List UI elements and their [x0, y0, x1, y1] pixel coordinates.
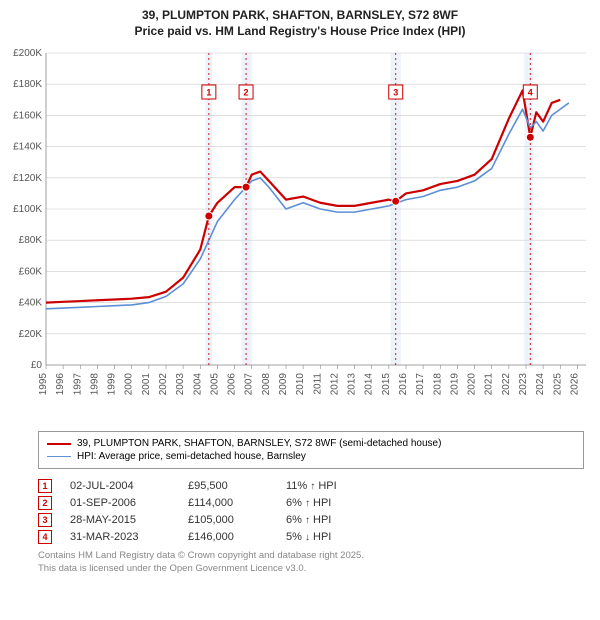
sales-marker-box: 2: [38, 496, 52, 510]
sales-table: 1 02-JUL-2004 £95,500 11% ↑ HPI 2 01-SEP-2006…: [38, 479, 584, 544]
legend-label: HPI: Average price, semi-detached house,…: [77, 451, 306, 462]
svg-text:2002: 2002: [158, 373, 169, 396]
title-line1: 39, PLUMPTON PARK, SHAFTON, BARNSLEY, S7…: [8, 8, 592, 24]
svg-text:1997: 1997: [72, 373, 83, 396]
sales-price: £114,000: [188, 497, 268, 509]
svg-text:2015: 2015: [381, 373, 392, 396]
svg-text:2005: 2005: [209, 373, 220, 396]
legend-swatch: [47, 443, 71, 445]
svg-text:2: 2: [244, 88, 249, 98]
svg-text:2013: 2013: [347, 373, 358, 396]
svg-text:2008: 2008: [261, 373, 272, 396]
sales-date: 31-MAR-2023: [70, 531, 170, 543]
svg-text:1996: 1996: [55, 373, 66, 396]
svg-text:2012: 2012: [329, 373, 340, 396]
svg-text:2025: 2025: [552, 373, 563, 396]
svg-text:2004: 2004: [192, 373, 203, 396]
sales-marker-box: 4: [38, 530, 52, 544]
svg-text:2022: 2022: [501, 373, 512, 396]
svg-text:2019: 2019: [449, 373, 460, 396]
svg-text:2017: 2017: [415, 373, 426, 396]
chart-title: 39, PLUMPTON PARK, SHAFTON, BARNSLEY, S7…: [8, 8, 592, 39]
legend-swatch: [47, 456, 71, 457]
svg-text:1995: 1995: [38, 373, 49, 396]
sales-date: 02-JUL-2004: [70, 480, 170, 492]
sales-diff: 5% ↓ HPI: [286, 531, 366, 543]
sales-row: 2 01-SEP-2006 £114,000 6% ↑ HPI: [38, 496, 584, 510]
svg-text:2018: 2018: [432, 373, 443, 396]
sales-date: 28-MAY-2015: [70, 514, 170, 526]
line-chart-svg: £0 £20K £40K £60K £80K £100K £120K £140K £160K £1…: [8, 45, 592, 425]
svg-text:£20K: £20K: [19, 329, 43, 340]
svg-text:£180K: £180K: [13, 79, 42, 90]
svg-text:£60K: £60K: [19, 267, 43, 278]
svg-text:£200K: £200K: [13, 48, 42, 59]
title-line2: Price paid vs. HM Land Registry's House …: [8, 24, 592, 40]
footer-line1: Contains HM Land Registry data © Crown c…: [38, 550, 584, 562]
svg-text:2020: 2020: [467, 373, 478, 396]
svg-text:2021: 2021: [484, 373, 495, 396]
svg-text:2001: 2001: [141, 373, 152, 396]
sales-marker-box: 1: [38, 479, 52, 493]
chart-area: £0 £20K £40K £60K £80K £100K £120K £140K £160K £1…: [8, 45, 592, 425]
sales-diff: 11% ↑ HPI: [286, 480, 366, 492]
svg-text:2010: 2010: [295, 373, 306, 396]
legend-row: 39, PLUMPTON PARK, SHAFTON, BARNSLEY, S7…: [47, 438, 575, 449]
svg-text:2014: 2014: [364, 373, 375, 396]
sales-price: £105,000: [188, 514, 268, 526]
svg-text:2009: 2009: [278, 373, 289, 396]
sales-row: 3 28-MAY-2015 £105,000 6% ↑ HPI: [38, 513, 584, 527]
svg-text:£160K: £160K: [13, 111, 42, 122]
footer-line2: This data is licensed under the Open Gov…: [38, 563, 584, 575]
svg-text:1999: 1999: [107, 373, 118, 396]
svg-text:1998: 1998: [89, 373, 100, 396]
svg-text:£80K: £80K: [19, 235, 43, 246]
sales-diff: 6% ↑ HPI: [286, 497, 366, 509]
sales-price: £146,000: [188, 531, 268, 543]
svg-text:£40K: £40K: [19, 298, 43, 309]
svg-text:£100K: £100K: [13, 204, 42, 215]
legend: 39, PLUMPTON PARK, SHAFTON, BARNSLEY, S7…: [38, 431, 584, 469]
svg-text:3: 3: [393, 88, 398, 98]
svg-text:£140K: £140K: [13, 142, 42, 153]
sales-date: 01-SEP-2006: [70, 497, 170, 509]
sales-diff: 6% ↑ HPI: [286, 514, 366, 526]
legend-label: 39, PLUMPTON PARK, SHAFTON, BARNSLEY, S7…: [77, 438, 441, 449]
svg-text:2006: 2006: [227, 373, 238, 396]
footer-attribution: Contains HM Land Registry data © Crown c…: [38, 550, 584, 575]
svg-text:4: 4: [528, 88, 533, 98]
svg-text:2011: 2011: [312, 373, 323, 395]
svg-text:2023: 2023: [518, 373, 529, 396]
legend-row: HPI: Average price, semi-detached house,…: [47, 451, 575, 462]
svg-text:2007: 2007: [244, 373, 255, 396]
svg-text:2024: 2024: [535, 373, 546, 396]
svg-text:2000: 2000: [124, 373, 135, 396]
svg-text:2026: 2026: [569, 373, 580, 396]
svg-text:£120K: £120K: [13, 173, 42, 184]
sales-row: 1 02-JUL-2004 £95,500 11% ↑ HPI: [38, 479, 584, 493]
sales-row: 4 31-MAR-2023 £146,000 5% ↓ HPI: [38, 530, 584, 544]
sales-price: £95,500: [188, 480, 268, 492]
sales-marker-box: 3: [38, 513, 52, 527]
svg-text:1: 1: [206, 88, 211, 98]
svg-text:£0: £0: [31, 360, 43, 371]
svg-text:2016: 2016: [398, 373, 409, 396]
svg-text:2003: 2003: [175, 373, 186, 396]
